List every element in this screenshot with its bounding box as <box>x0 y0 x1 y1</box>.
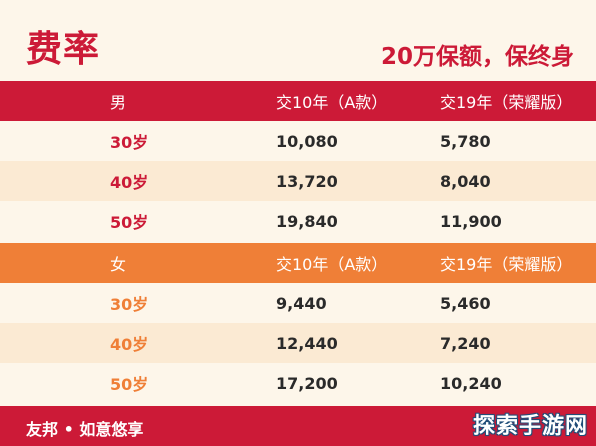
table-row: 50岁 19,840 11,900 <box>0 201 596 241</box>
column-header-19-year: 交19年（荣耀版） <box>440 255 573 274</box>
table-row: 30岁 9,440 5,460 <box>0 283 596 323</box>
age-cell: 50岁 <box>110 213 149 232</box>
gender-label-male: 男 <box>110 93 127 112</box>
age-cell: 30岁 <box>110 133 149 152</box>
premium-19-year-cell: 10,240 <box>440 373 502 393</box>
column-header-10-year: 交10年（A款） <box>276 255 388 274</box>
age-cell: 50岁 <box>110 375 149 394</box>
premium-19-year-cell: 7,240 <box>440 333 491 353</box>
column-header-10-year: 交10年（A款） <box>276 93 388 112</box>
premium-19-year-cell: 5,460 <box>440 293 491 313</box>
page-title: 费率 <box>26 29 101 70</box>
premium-19-year-cell: 8,040 <box>440 171 491 191</box>
premium-10-year-cell: 9,440 <box>276 293 327 313</box>
table-row: 40岁 13,720 8,040 <box>0 161 596 201</box>
table-row: 50岁 17,200 10,240 <box>0 363 596 403</box>
age-cell: 30岁 <box>110 295 149 314</box>
premium-10-year-cell: 17,200 <box>276 373 338 393</box>
age-cell: 40岁 <box>110 173 149 192</box>
age-cell: 40岁 <box>110 335 149 354</box>
footer-bar: 友邦 • 如意悠享 <box>0 406 596 446</box>
gender-label-female: 女 <box>110 255 127 274</box>
premium-19-year-cell: 5,780 <box>440 131 491 151</box>
premium-10-year-cell: 10,080 <box>276 131 338 151</box>
table-row: 30岁 10,080 5,780 <box>0 121 596 161</box>
header: 费率 20万保额，保终身 <box>0 0 596 81</box>
premium-10-year-cell: 19,840 <box>276 211 338 231</box>
premium-10-year-cell: 12,440 <box>276 333 338 353</box>
male-header-row: 男 交10年（A款） 交19年（荣耀版） <box>0 81 596 121</box>
page-subtitle: 20万保额，保终身 <box>380 44 574 70</box>
footer-brand-text: 友邦 • 如意悠享 <box>26 420 144 439</box>
watermark: 探索手游网 <box>472 414 588 439</box>
column-header-19-year: 交19年（荣耀版） <box>440 93 573 112</box>
premium-10-year-cell: 13,720 <box>276 171 338 191</box>
female-header-row: 女 交10年（A款） 交19年（荣耀版） <box>0 243 596 283</box>
premium-19-year-cell: 11,900 <box>440 211 502 231</box>
table-row: 40岁 12,440 7,240 <box>0 323 596 363</box>
